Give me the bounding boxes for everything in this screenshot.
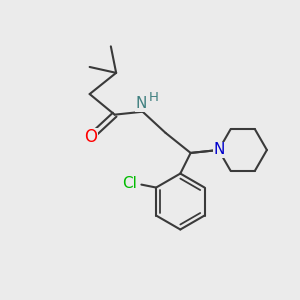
- Text: Cl: Cl: [122, 176, 137, 190]
- Text: H: H: [149, 91, 159, 104]
- Text: N: N: [136, 96, 147, 111]
- Text: N: N: [214, 142, 225, 158]
- Text: O: O: [84, 128, 97, 146]
